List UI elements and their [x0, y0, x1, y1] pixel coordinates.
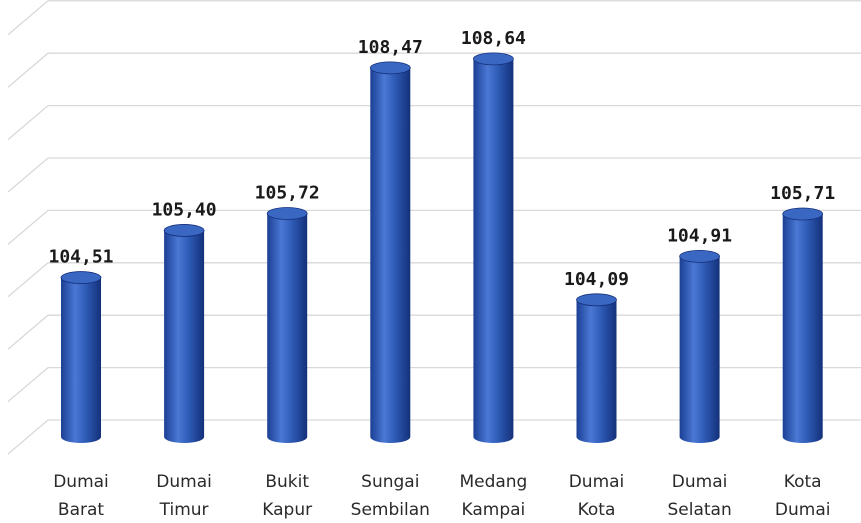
bar: [163, 224, 205, 443]
gridline: [7, 104, 861, 141]
category-label: Bukit: [265, 472, 309, 492]
bar: [369, 61, 411, 443]
gridline: [7, 52, 861, 88]
category-label: Kota: [784, 472, 822, 492]
category-label: Sungai: [361, 472, 419, 492]
category-label: Timur: [159, 500, 209, 520]
category-label: Dumai: [53, 472, 109, 492]
category-labels: Dumai Barat Dumai Timur Bukit Kapur Sungai Semb…: [53, 472, 830, 520]
category-label: Dumai: [156, 472, 212, 492]
data-label: 104,09: [564, 269, 629, 290]
bar: [576, 293, 617, 443]
data-label: 104,51: [48, 247, 113, 268]
bar: [472, 52, 514, 443]
data-labels: 104,51 105,40 105,72 108,47 108,64 104,09 104,…: [48, 28, 835, 290]
data-label: 105,71: [770, 183, 835, 204]
gridlines: [7, 0, 861, 455]
gridline: [7, 419, 861, 455]
category-label: Dumai: [569, 472, 625, 492]
gridline: [7, 366, 861, 403]
bar: [60, 271, 102, 443]
gridline: [7, 157, 861, 193]
data-label: 108,64: [461, 28, 526, 49]
category-label: Medang: [459, 472, 527, 492]
bar: [266, 207, 308, 443]
data-label: 105,40: [152, 199, 217, 220]
data-label: 104,91: [667, 225, 732, 246]
category-label: Kapur: [262, 500, 312, 520]
bar: [782, 207, 824, 443]
category-label: Barat: [58, 500, 104, 520]
bar: [679, 249, 720, 443]
bars: [60, 52, 824, 443]
gridline: [7, 262, 861, 298]
category-label: Selatan: [667, 500, 731, 520]
gridline: [7, 314, 861, 350]
category-label: Dumai: [672, 472, 728, 492]
category-label: Kampai: [462, 500, 526, 520]
category-label: Dumai: [775, 500, 831, 520]
data-label: 108,47: [358, 37, 423, 58]
category-label: Sembilan: [351, 500, 430, 520]
data-label: 105,72: [255, 182, 320, 203]
category-label: Kota: [578, 500, 616, 520]
gridline: [7, 209, 861, 245]
gridline: [7, 0, 861, 36]
